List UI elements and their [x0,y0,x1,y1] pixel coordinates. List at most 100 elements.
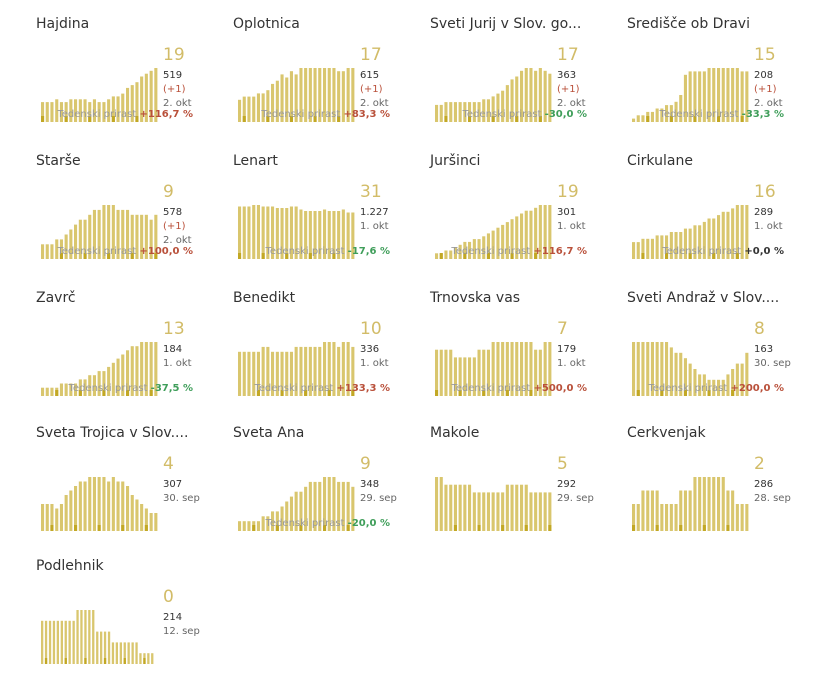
municipality-card[interactable]: Sveta Trojica v Slov.... 4 307 30. sep [36,425,216,555]
municipality-card[interactable]: Sveti Andraž v Slov.... 8 163 30. sep Tedens… [627,290,807,420]
chart-bar [636,242,640,259]
bar-chart [41,477,158,531]
municipality-card[interactable]: Makole 5 292 29. sep [430,425,610,555]
chart-bar [491,342,495,396]
date-label: 1. okt [163,358,192,369]
chart-bar [496,227,500,259]
chart-bar [721,211,725,259]
chart-bar [41,504,45,531]
chart-bar [636,504,640,531]
chart-bar [242,96,246,122]
chart-bar [41,387,45,396]
chart-bar [660,108,664,122]
chart-bar [650,111,654,122]
chart-bar [256,351,260,396]
chart-bar [674,352,678,396]
chart-bar [45,504,49,531]
chart-bar [534,70,538,122]
chart-bar [242,351,246,396]
date-label: 30. sep [163,493,200,504]
municipality-name: Makole [430,425,480,441]
chart-bar-increment [83,253,87,259]
chart-bar [103,631,107,664]
chart-bar [299,491,303,531]
municipality-card[interactable]: Lenart 31 1.227 1. okt Tedenski prirast -17,… [233,153,413,283]
municipality-card[interactable]: Benedikt 10 336 1. okt Tedenski prirast +133… [233,290,413,420]
municipality-card[interactable]: Zavrč 13 184 1. okt Tedenski prirast -37,5 % [36,290,216,420]
municipality-card[interactable]: Cirkulane 16 289 1. okt Tedenski prirast +0,… [627,153,807,283]
date-label: 29. sep [360,493,397,504]
chart-bar [285,501,289,531]
chart-bar [126,87,130,122]
municipality-card[interactable]: Trnovska vas 7 179 1. okt Tedenski prirast +… [430,290,610,420]
chart-bar-increment [285,253,289,259]
chart-bar [289,351,293,396]
weekly-growth: Tedenski prirast -17,6 % [266,246,390,257]
bar-chart [41,205,158,259]
chart-bar [318,481,322,531]
chart-bar [655,235,659,259]
municipality-card[interactable]: Hajdina 19 519 (+1) 2. okt Tedenski prirast +… [36,16,216,146]
municipality-card[interactable]: Sveta Ana 9 348 29. sep Tedenski prirast -20… [233,425,413,555]
chart-bar [88,477,92,531]
municipality-card[interactable]: Sveti Jurij v Slov. go... 17 363 (+1) 2. okt… [430,16,610,146]
chart-bar-increment [529,390,533,396]
chart-bar [256,205,260,259]
chart-bar [92,477,96,531]
chart-bar [304,346,308,396]
chart-bar [92,375,96,396]
chart-bar [266,206,270,259]
chart-bar-increment [735,253,739,259]
chart-bar [59,102,63,122]
chart-bar [548,342,552,396]
chart-bar [332,342,336,396]
municipality-card[interactable]: Starše 9 578 (+1) 2. okt Tedenski prirast +10… [36,153,216,283]
municipality-card[interactable]: Cerkvenjak 2 286 28. sep [627,425,807,555]
chart-bar [351,212,355,259]
chart-bar [107,366,111,396]
chart-bar [149,342,153,396]
municipality-card[interactable]: Središče ob Dravi 15 208 (+1) 2. okt Tedenski… [627,16,807,146]
chart-bar-increment [669,116,673,122]
chart-bar [731,68,735,122]
chart-bar [74,383,78,396]
chart-bar [45,387,49,396]
chart-bar [97,102,101,122]
municipality-name: Lenart [233,153,278,169]
date-label: 1. okt [557,358,586,369]
chart-bar [294,346,298,396]
chart-bar [735,68,739,122]
chart-bar [69,383,73,396]
chart-bar [468,484,472,531]
chart-bar [45,102,49,122]
municipality-card[interactable]: Juršinci 19 301 1. okt Tedenski prirast +116… [430,153,610,283]
chart-bar [712,477,716,531]
chart-bar [458,484,462,531]
chart-bar-increment [289,116,293,122]
chart-bar-increment [548,525,552,531]
chart-bar-increment [143,658,146,664]
chart-bar [102,371,106,396]
municipality-card[interactable]: Oplotnica 17 615 (+1) 2. okt Tedenski prirast… [233,16,413,146]
chart-bar [88,375,92,396]
chart-bar [252,351,256,396]
chart-bar [332,68,336,122]
chart-bar [64,102,68,122]
chart-bar-increment [242,116,246,122]
weekly-growth: Tedenski prirast +133,3 % [254,383,390,394]
chart-bar [735,504,739,531]
chart-bar [111,205,115,259]
chart-bar [44,620,48,664]
chart-bar [346,212,350,259]
chart-bar-increment [55,390,59,396]
chart-bar [543,492,547,531]
chart-bar-increment [717,116,721,122]
chart-bar [111,477,115,531]
chart-bar [468,241,472,259]
municipality-card[interactable]: Podlehnik 0 214 12. sep [36,558,216,688]
chart-bar [83,481,87,531]
chart-bar-increment [679,525,683,531]
chart-bar-increment [280,390,284,396]
chart-bar-increment [121,525,125,531]
total-cases-value: 184 [163,344,183,355]
